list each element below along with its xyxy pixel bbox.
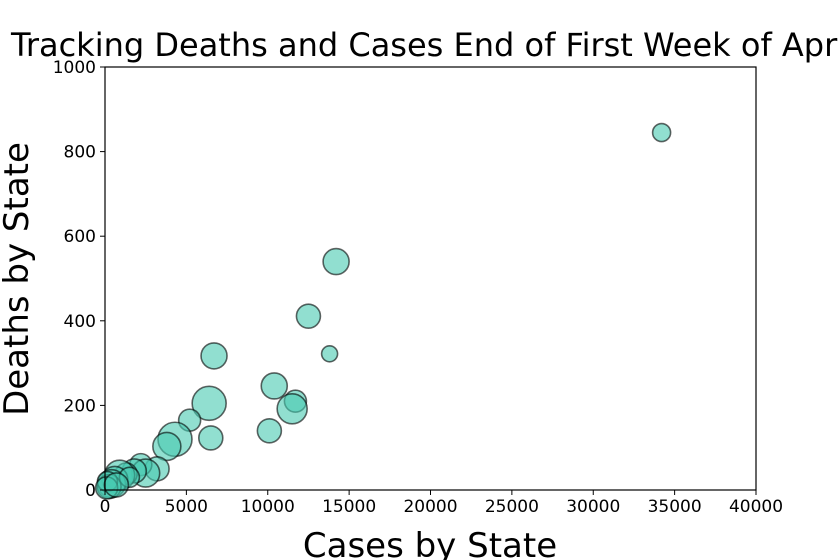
x-axis-label: Cases by State: [303, 526, 557, 560]
x-tick-label: 5000: [165, 497, 208, 517]
data-point: [103, 472, 130, 498]
data-point: [276, 392, 308, 425]
chart-title: Tracking Deaths and Cases End of First W…: [10, 26, 840, 64]
x-tick-label: 0: [100, 497, 111, 517]
x-tick-label: 40000: [729, 497, 783, 517]
x-tick-label: 10000: [241, 497, 295, 517]
x-tick-label: 30000: [566, 497, 620, 517]
data-point: [322, 247, 350, 276]
y-tick-label: 1000: [53, 58, 96, 78]
data-point: [260, 372, 289, 400]
y-tick-label: 200: [64, 396, 96, 416]
y-axis: 0 200 400 600 800 1000: [53, 58, 105, 501]
x-tick-label: 15000: [322, 497, 376, 517]
data-point: [651, 122, 672, 143]
data-point: [152, 431, 182, 462]
points-layer: [94, 122, 672, 500]
x-tick-label: 25000: [485, 497, 539, 517]
data-point: [320, 344, 339, 363]
data-point: [197, 425, 224, 451]
y-tick-label: 600: [64, 227, 96, 247]
x-tick-label: 20000: [403, 497, 457, 517]
y-tick-label: 800: [64, 143, 96, 163]
x-tick-label: 35000: [648, 497, 702, 517]
data-point: [200, 342, 228, 370]
y-axis-label: Deaths by State: [0, 142, 37, 416]
data-point: [256, 417, 283, 444]
y-tick-label: 0: [85, 481, 96, 501]
data-point: [295, 303, 322, 329]
y-tick-label: 400: [64, 312, 96, 332]
data-point: [191, 385, 227, 422]
x-axis: 0 5000 10000 15000 20000 25000 30000 35000 40000: [100, 490, 783, 517]
